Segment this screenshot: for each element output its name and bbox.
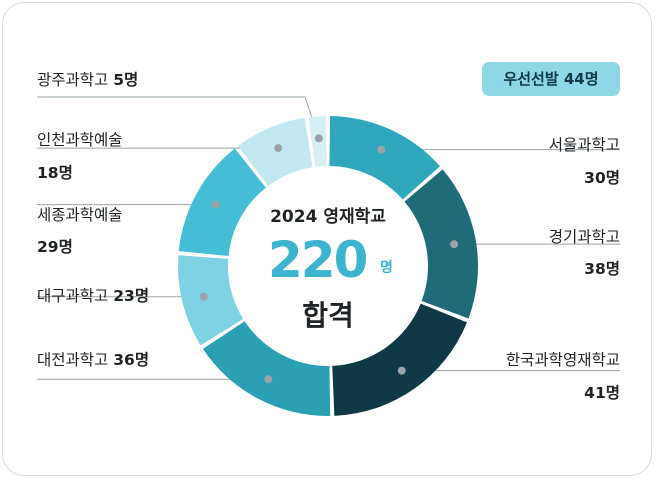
- slice-value-seoul: 30명: [584, 169, 620, 187]
- donut-slice-gyeonggi: [404, 169, 478, 319]
- leader-dot-daejeon: [264, 375, 273, 384]
- slice-value-gyeonggi: 38명: [584, 260, 620, 278]
- slice-label-incheon: 인천과학예술: [37, 131, 123, 149]
- center-total-unit: 명: [380, 260, 393, 276]
- donut-slice-seoul: [329, 116, 440, 200]
- slice-value-ksa: 41명: [584, 384, 620, 402]
- donut-slice-incheon: [238, 117, 313, 186]
- donut-slice-daegu: [178, 255, 244, 346]
- donut-slice-ksa: [332, 303, 468, 416]
- center-pass-text: 합격: [302, 299, 354, 332]
- leader-dot-seoul: [377, 145, 386, 154]
- leader-dot-gwangju: [314, 134, 323, 143]
- slice-value-sejong: 29명: [37, 238, 73, 256]
- slice-label-daegu: 대구과학고 23명: [37, 287, 150, 305]
- leader-dot-daegu: [199, 292, 208, 301]
- slice-label-ksa: 한국과학영재학교: [505, 351, 620, 369]
- slice-label-gyeonggi: 경기과학고: [548, 228, 620, 246]
- priority-selection-badge: 우선선발 44명: [482, 62, 620, 96]
- slice-label-daejeon: 대전과학고 36명: [37, 351, 150, 369]
- slice-label-gwangju: 광주과학고 5명: [37, 71, 139, 89]
- center-total-number: 220: [268, 231, 368, 289]
- slice-value-incheon: 18명: [37, 164, 73, 182]
- donut-slice-sejong: [178, 148, 266, 257]
- center-title: 2024 영재학교: [270, 207, 386, 227]
- leader-dot-incheon: [274, 144, 283, 153]
- slice-label-seoul: 서울과학고: [548, 136, 620, 154]
- leader-dot-ksa: [397, 366, 406, 375]
- donut-slice-daejeon: [202, 321, 331, 416]
- slice-label-sejong: 세종과학예술: [37, 206, 123, 224]
- leader-dot-sejong: [211, 200, 220, 209]
- leader-dot-gyeonggi: [450, 240, 459, 249]
